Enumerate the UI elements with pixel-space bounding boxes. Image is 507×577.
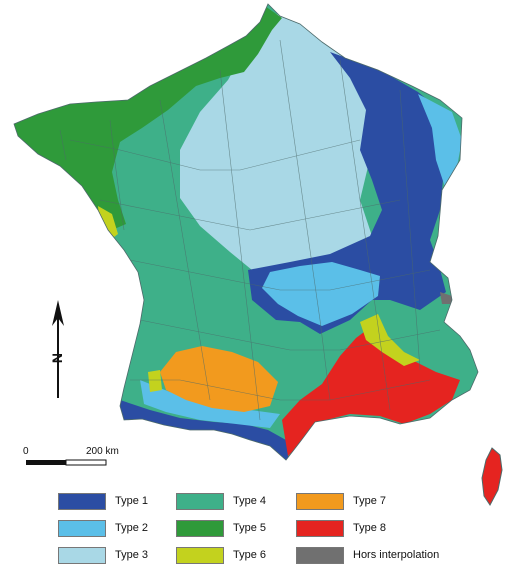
corsica-shape (481, 447, 503, 506)
legend-swatch (176, 492, 224, 510)
legend-swatch (58, 546, 106, 564)
legend-item: Hors interpolation (296, 546, 439, 564)
legend-label: Type 1 (115, 495, 149, 507)
zone-type6-west (98, 206, 118, 240)
legend-label: Type 7 (353, 495, 387, 507)
legend-item: Type 1 (58, 492, 148, 510)
legend-swatch (176, 519, 224, 537)
scale-bar-black-segment (26, 460, 66, 465)
scale-bar-white-segment (65, 459, 107, 466)
legend-item: Type 6 (176, 546, 266, 564)
zone-type6-southwest (148, 370, 162, 392)
zone-type2-east (418, 94, 462, 190)
legend-item: Type 4 (176, 492, 266, 510)
legend-label: Type 5 (233, 522, 267, 534)
legend-label: Type 6 (233, 549, 267, 561)
legend-item: Type 3 (58, 546, 148, 564)
legend-swatch (296, 546, 344, 564)
legend-label: Type 8 (353, 522, 387, 534)
legend-item: Type 5 (176, 519, 266, 537)
legend-swatch (296, 519, 344, 537)
legend-swatch (58, 519, 106, 537)
legend-item: Type 8 (296, 519, 386, 537)
climate-zones (14, 4, 478, 460)
legend-label: Type 4 (233, 495, 267, 507)
legend-swatch (176, 546, 224, 564)
zone-type5 (14, 4, 282, 230)
legend-label: Type 3 (115, 549, 149, 561)
corsica (481, 447, 503, 506)
france-outline (13, 3, 479, 461)
zone-type8 (282, 326, 460, 456)
north-label: N (49, 353, 65, 363)
zone-type7 (160, 346, 278, 412)
zone-type3 (180, 10, 372, 270)
legend-label: Type 2 (115, 522, 149, 534)
legend-item: Type 7 (296, 492, 386, 510)
legend-swatch (58, 492, 106, 510)
legend: Type 1 Type 2 Type 3 Type 4 Type 5 Type 6 Type… (58, 492, 478, 572)
zone-type2-south (262, 262, 380, 326)
scale-bar (26, 459, 107, 466)
zone-type1-east (248, 52, 446, 334)
scale-end-label: 200 km (86, 446, 119, 457)
legend-label: Hors interpolation (353, 549, 440, 561)
legend-item: Type 2 (58, 519, 148, 537)
scale-start-label: 0 (23, 446, 29, 457)
zone-hors-interpolation (440, 292, 452, 304)
department-borders (59, 39, 441, 421)
north-arrow-head-icon (52, 300, 64, 326)
legend-swatch (296, 492, 344, 510)
north-arrow: N (49, 300, 65, 398)
